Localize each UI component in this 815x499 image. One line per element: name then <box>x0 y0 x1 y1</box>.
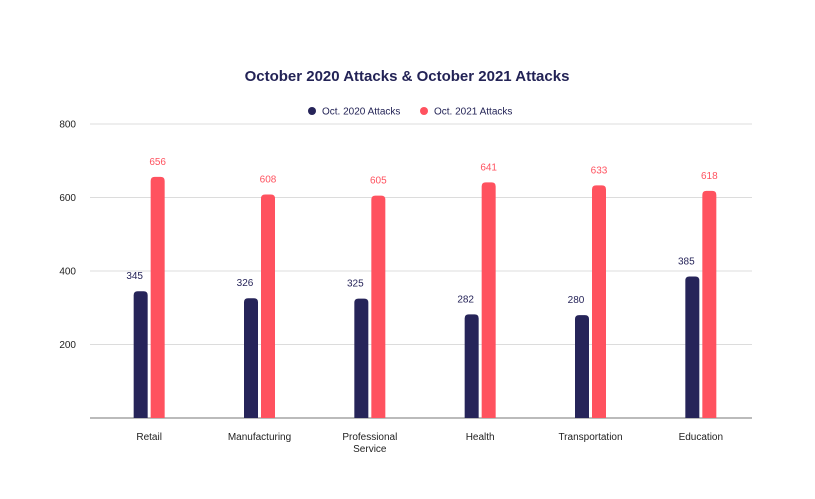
data-label: 385 <box>678 257 695 268</box>
x-tick-label: Education <box>679 432 723 443</box>
legend-label: Oct. 2021 Attacks <box>434 107 512 118</box>
data-label: 280 <box>568 295 585 306</box>
data-label: 641 <box>480 162 497 173</box>
x-tick-label: Retail <box>136 432 162 443</box>
data-label: 656 <box>149 157 166 168</box>
y-tick-label: 800 <box>59 120 76 131</box>
data-label: 325 <box>347 279 364 290</box>
bar <box>685 276 700 418</box>
bar <box>150 176 165 418</box>
legend: Oct. 2020 Attacks Oct. 2021 Attacks <box>308 107 512 118</box>
bar <box>354 298 369 418</box>
legend-label: Oct. 2020 Attacks <box>322 107 400 118</box>
data-label: 618 <box>701 171 718 182</box>
bar <box>464 314 479 418</box>
bar <box>575 315 589 418</box>
bar <box>481 182 496 418</box>
x-tick-label: Manufacturing <box>228 432 291 443</box>
y-axis: 200 400 600 800 <box>59 120 76 352</box>
bar <box>371 195 386 418</box>
bar <box>702 190 717 418</box>
bar <box>133 291 148 418</box>
x-tick-label: Professional Service <box>342 432 397 455</box>
data-label: 633 <box>591 165 608 176</box>
y-tick-label: 200 <box>59 340 76 351</box>
bars: 345 656 326 608 325 605 282 641 280 633 385 618 <box>126 157 718 418</box>
chart-title: October 2020 Attacks & October 2021 Atta… <box>245 68 570 85</box>
y-tick-label: 400 <box>59 267 76 278</box>
data-label: 608 <box>260 175 277 186</box>
y-tick-label: 600 <box>59 193 76 204</box>
gridlines <box>90 123 752 419</box>
bar <box>261 194 275 418</box>
data-label: 326 <box>237 278 254 289</box>
bar <box>592 185 606 418</box>
legend-marker <box>308 107 316 115</box>
legend-marker <box>420 107 428 115</box>
x-axis: Retail Manufacturing Professional Service He… <box>136 432 723 455</box>
data-label: 605 <box>370 176 387 187</box>
bar <box>244 298 258 418</box>
x-tick-label: Health <box>466 432 495 443</box>
data-label: 345 <box>126 271 143 282</box>
data-label: 282 <box>457 294 474 305</box>
x-tick-label: Transportation <box>558 432 622 443</box>
